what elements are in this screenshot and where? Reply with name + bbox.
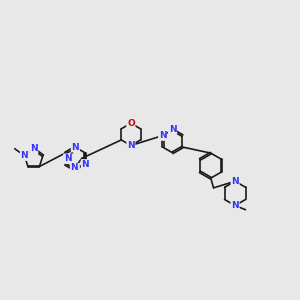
Text: N: N bbox=[71, 166, 79, 175]
Text: N: N bbox=[82, 160, 89, 169]
Text: N: N bbox=[231, 177, 239, 186]
Text: N: N bbox=[64, 154, 71, 163]
Text: N: N bbox=[30, 145, 38, 154]
Text: N: N bbox=[169, 125, 176, 134]
Text: N: N bbox=[231, 201, 239, 210]
Text: N: N bbox=[159, 131, 167, 140]
Text: O: O bbox=[127, 119, 135, 128]
Text: N: N bbox=[127, 141, 135, 150]
Text: N: N bbox=[21, 151, 28, 160]
Text: N: N bbox=[71, 143, 79, 152]
Text: N: N bbox=[70, 164, 78, 172]
